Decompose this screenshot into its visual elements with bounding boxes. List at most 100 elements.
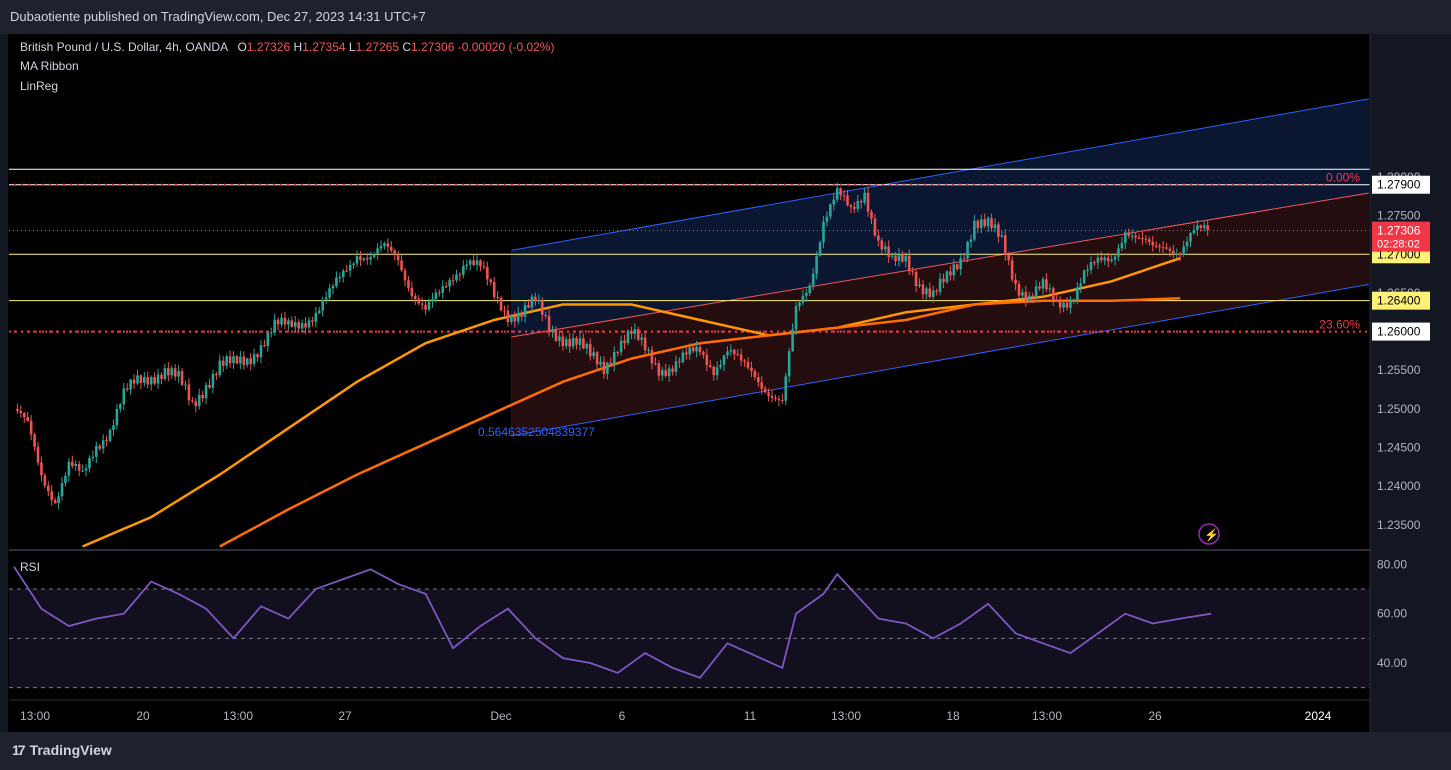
candle-body	[976, 220, 980, 228]
candle-body	[136, 375, 139, 384]
candle-body	[537, 300, 541, 302]
candle-body	[993, 224, 997, 229]
tradingview-logo[interactable]: 17 TradingView	[12, 742, 112, 758]
candle-body	[619, 340, 623, 353]
candle-body	[506, 310, 510, 323]
candle-body	[643, 337, 647, 351]
candle-body	[74, 463, 78, 467]
candle-body	[942, 278, 945, 283]
candle-body	[733, 349, 736, 355]
candle-body	[307, 320, 311, 328]
candle-body	[167, 368, 170, 376]
candle-body	[1076, 287, 1079, 300]
candle-body	[921, 284, 925, 295]
candle-body	[417, 298, 421, 304]
candle-body	[77, 463, 81, 471]
ohlc-change: -0.00020 (-0.02%)	[457, 40, 555, 54]
price-level-tag-0[interactable]	[1372, 175, 1430, 194]
candle-body	[750, 367, 753, 372]
candle-body	[482, 266, 486, 268]
ohlc-h-label: H	[293, 40, 303, 54]
candle-body	[877, 235, 880, 241]
tradingview-icon: 17	[12, 742, 26, 758]
candle-body	[187, 384, 191, 401]
channel-upper-line	[511, 98, 1369, 251]
indicator-linreg[interactable]: LinReg	[20, 79, 59, 93]
candle-body	[853, 207, 856, 209]
candle-body	[945, 271, 949, 283]
candle-body	[479, 260, 482, 267]
candle-body	[1151, 242, 1155, 246]
candle-body	[664, 370, 667, 376]
candle-body	[897, 254, 901, 261]
indicator-ma-ribbon[interactable]: MA Ribbon	[20, 59, 79, 73]
symbol-legend[interactable]: British Pound / U.S. Dollar, 4h, OANDA O…	[20, 40, 554, 54]
candle-body	[379, 246, 383, 249]
candle-body	[1048, 288, 1052, 290]
candle-body	[1117, 248, 1120, 257]
candle-body	[33, 434, 36, 447]
candle-body	[873, 218, 877, 236]
candle-body	[863, 192, 866, 203]
candle-body	[455, 274, 458, 281]
candle-body	[918, 284, 921, 286]
candle-body	[242, 356, 246, 365]
candle-body	[558, 336, 561, 341]
candle-body	[225, 356, 228, 366]
candle-body	[160, 374, 163, 379]
candle-body	[304, 323, 307, 328]
last-price-tag[interactable]	[1372, 221, 1430, 252]
candle-body	[859, 200, 863, 203]
candle-body	[791, 329, 794, 352]
candle-body	[492, 282, 496, 297]
time-tick-label: Dec	[490, 709, 511, 723]
candle-body	[962, 258, 966, 260]
candle-body	[870, 211, 873, 219]
candle-body	[64, 475, 67, 484]
ohlc-h-value: 1.27354	[302, 40, 346, 54]
candle-body	[1010, 260, 1014, 280]
price-tick-label: 1.27500	[1377, 209, 1421, 223]
candle-body	[132, 379, 136, 384]
candle-body	[746, 361, 750, 368]
candle-body	[770, 395, 774, 398]
ohlc-c-label: C	[402, 40, 412, 54]
price-level-tag-3[interactable]	[1372, 322, 1430, 341]
candle-body	[887, 246, 890, 257]
candle-body	[510, 315, 513, 323]
candle-body	[362, 258, 366, 260]
time-tick-label: 11	[744, 709, 757, 723]
candle-body	[239, 356, 242, 364]
candle-body	[1100, 257, 1103, 261]
candle-body	[540, 300, 544, 315]
candle-body	[194, 401, 198, 407]
candle-body	[125, 388, 129, 390]
candle-body	[396, 255, 400, 261]
countdown-label: 02:28:02	[1377, 239, 1420, 251]
candle-body	[564, 339, 568, 347]
candle-body	[849, 205, 853, 208]
lightning-icon[interactable]	[1198, 523, 1220, 545]
candle-body	[516, 312, 520, 322]
candle-body	[331, 285, 335, 289]
candle-body	[825, 216, 829, 222]
price-level-tag-label-2: 1.26400	[1377, 294, 1421, 308]
candle-body	[293, 322, 297, 327]
candle-body	[29, 420, 33, 435]
candle-body	[191, 400, 194, 402]
candle-body	[173, 368, 177, 377]
candle-body	[712, 366, 716, 376]
candle-body	[91, 456, 95, 459]
candle-body	[1027, 295, 1031, 302]
candle-body	[973, 220, 976, 240]
rsi-title[interactable]: RSI	[20, 560, 41, 574]
candle-body	[1051, 288, 1055, 301]
candle-body	[431, 298, 434, 302]
candle-body	[390, 246, 393, 251]
candle-body	[149, 377, 153, 385]
candle-body	[787, 351, 791, 377]
candle-body	[40, 462, 43, 476]
price-level-tag-2[interactable]	[1372, 291, 1430, 310]
candle-body	[894, 255, 897, 261]
